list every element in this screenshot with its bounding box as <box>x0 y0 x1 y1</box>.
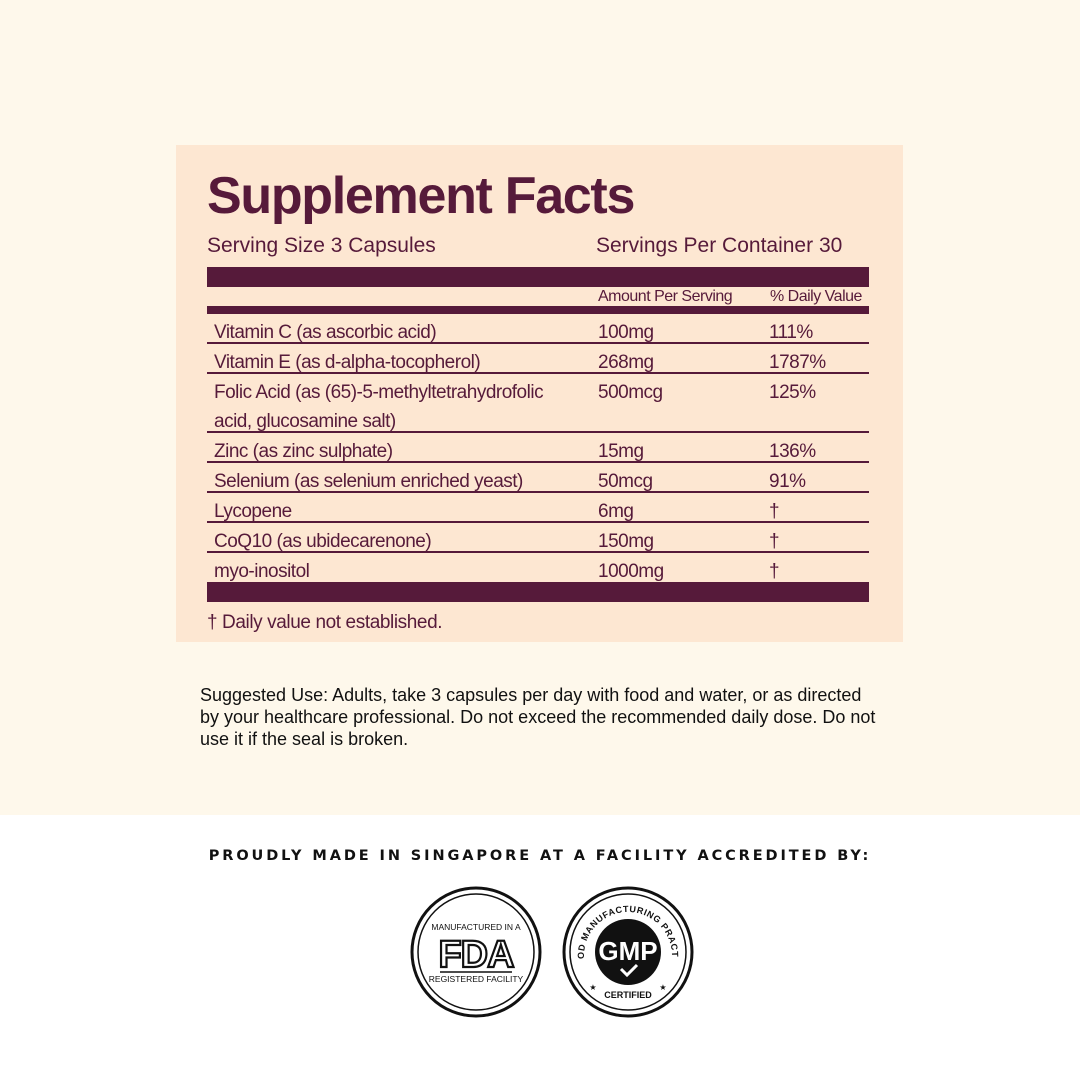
table-row: Zinc (as zinc sulphate) 15mg 136% <box>207 433 869 463</box>
nutrient-name: Selenium (as selenium enriched yeast) <box>214 471 523 492</box>
fda-seal-bottom-text: REGISTERED FACILITY <box>429 974 524 984</box>
nutrient-name: Vitamin C (as ascorbic acid) <box>214 322 437 343</box>
fda-seal-logo-text: FDA <box>438 934 514 976</box>
nutrient-daily-value: 91% <box>769 471 806 492</box>
serving-size: Serving Size 3 Capsules <box>207 234 436 257</box>
nutrient-name: myo-inositol <box>214 561 310 582</box>
gmp-seal-logo-text: GMP <box>598 936 657 966</box>
gmp-seal-icon: GOOD MANUFACTURING PRACTICE GMP ★ ★ CERT… <box>562 886 694 1018</box>
table-row: Vitamin C (as ascorbic acid) 100mg 111% <box>207 314 869 344</box>
servings-per-container: Servings Per Container 30 <box>596 234 843 257</box>
supplement-facts-panel: Supplement Facts Serving Size 3 Capsules… <box>176 145 903 642</box>
top-section: Supplement Facts Serving Size 3 Capsules… <box>0 0 1080 815</box>
nutrient-amount: 1000mg <box>598 561 664 582</box>
nutrient-name: Folic Acid (as (65)-5-methyltetrahydrofo… <box>214 382 544 432</box>
table-row: CoQ10 (as ubidecarenone) 150mg † <box>207 523 869 553</box>
table-row: myo-inositol 1000mg † <box>207 553 869 583</box>
nutrient-daily-value: † <box>769 561 780 582</box>
nutrient-daily-value: 136% <box>769 441 816 462</box>
table-row: Selenium (as selenium enriched yeast) 50… <box>207 463 869 493</box>
nutrient-daily-value: † <box>769 501 780 522</box>
nutrient-amount: 15mg <box>598 441 644 462</box>
nutrient-daily-value: 1787% <box>769 352 826 373</box>
nutrient-amount: 268mg <box>598 352 654 373</box>
daily-value-footnote: † Daily value not established. <box>207 612 443 633</box>
amount-per-serving-header: Amount Per Serving <box>598 288 733 305</box>
svg-text:★: ★ <box>659 983 666 992</box>
suggested-use-text: Suggested Use: Adults, take 3 capsules p… <box>200 685 876 749</box>
divider-bar <box>207 582 869 602</box>
svg-text:★: ★ <box>589 983 596 992</box>
supplement-facts-title: Supplement Facts <box>207 167 635 225</box>
gmp-seal-bottom-text: CERTIFIED <box>604 990 652 1000</box>
nutrient-daily-value: 125% <box>769 382 816 403</box>
table-row: Vitamin E (as d-alpha-tocopherol) 268mg … <box>207 344 869 374</box>
fda-seal-icon: MANUFACTURED IN A FDA REGISTERED FACILIT… <box>410 886 542 1018</box>
table-row: Folic Acid (as (65)-5-methyltetrahydrofo… <box>207 374 869 433</box>
nutrient-table: Vitamin C (as ascorbic acid) 100mg 111% … <box>207 314 869 583</box>
nutrient-amount: 6mg <box>598 501 634 522</box>
table-row: Lycopene 6mg † <box>207 493 869 523</box>
nutrient-name: CoQ10 (as ubidecarenone) <box>214 531 432 552</box>
nutrient-name: Vitamin E (as d-alpha-tocopherol) <box>214 352 481 373</box>
divider-bar <box>207 267 869 287</box>
nutrient-amount: 500mcg <box>598 382 663 403</box>
divider-bar <box>207 306 869 314</box>
nutrient-amount: 150mg <box>598 531 654 552</box>
nutrient-amount: 100mg <box>598 322 654 343</box>
daily-value-header: % Daily Value <box>770 288 862 305</box>
accreditation-heading: PROUDLY MADE IN SINGAPORE AT A FACILITY … <box>208 848 872 864</box>
nutrient-name: Lycopene <box>214 501 292 522</box>
nutrient-name: Zinc (as zinc sulphate) <box>214 441 393 462</box>
nutrient-daily-value: † <box>769 531 780 552</box>
fda-seal-top-text: MANUFACTURED IN A <box>431 922 521 932</box>
nutrient-daily-value: 111% <box>769 322 813 343</box>
nutrient-amount: 50mcg <box>598 471 653 492</box>
